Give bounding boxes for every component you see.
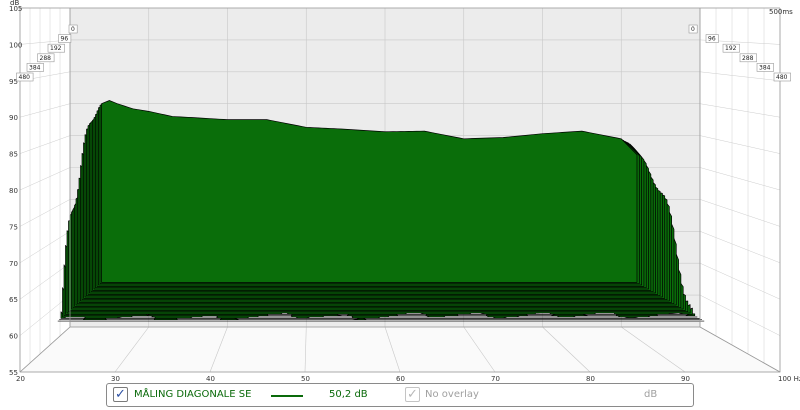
time-label-left-box — [47, 43, 65, 53]
y-tick-label: 105 — [9, 5, 22, 13]
floor-grid-line — [209, 326, 228, 373]
time-label-left-box — [16, 72, 34, 82]
time-label-right: 288 — [742, 55, 754, 62]
time-label-right: 96 — [708, 36, 716, 43]
tick-labels: 20 30 40 50 60 70 80 90 100 Hz 55 60 65 70 75 80 85 90 95… — [9, 0, 800, 382]
y-tick-label: 85 — [9, 151, 18, 159]
y-tick-label: 70 — [9, 260, 18, 268]
x-tick-label: 40 — [206, 375, 215, 382]
y-tick-label: 95 — [9, 78, 18, 86]
series-value: 50,2 dB — [329, 389, 368, 400]
time-label-left-box — [26, 63, 44, 72]
side-grid-line — [699, 103, 781, 118]
legend-bar: ✓ MÅLING DIAGONALE SE 50,2 dB ✓ No overl… — [106, 383, 694, 407]
floor-grid-line — [542, 326, 591, 373]
floor-grid-line — [304, 326, 307, 373]
time-label-left: 480 — [19, 74, 31, 81]
time-label-left-box — [68, 24, 78, 34]
x-tick-label: 100 Hz — [778, 375, 800, 382]
side-grid-line — [699, 231, 781, 264]
y-tick-label: 75 — [9, 223, 18, 231]
y-tick-label: 60 — [9, 333, 18, 341]
side-grid-line — [19, 199, 71, 227]
side-grid-line — [19, 294, 71, 336]
time-label-left: 96 — [61, 36, 69, 43]
overlay-label: No overlay — [425, 389, 479, 400]
check-icon: ✓ — [115, 387, 126, 402]
x-tick-label: 30 — [111, 375, 120, 382]
side-grid-line — [699, 135, 781, 154]
waterfall-chart: 20 30 40 50 60 70 80 90 100 Hz 55 60 65 70 75 80 85 90 95… — [9, 0, 800, 382]
y-unit-label: dB — [10, 0, 19, 7]
side-grid-line — [699, 71, 781, 82]
time-label-right: 384 — [759, 64, 771, 71]
time-label-left-box — [58, 34, 72, 43]
y-tick-label: 65 — [9, 296, 18, 304]
time-label-left-box — [37, 53, 55, 63]
time-label-right-box — [739, 53, 757, 63]
time-unit-label: 500ms — [769, 8, 793, 16]
time-label-right-box — [705, 34, 719, 43]
time-label-right: 480 — [776, 74, 788, 81]
waterfall-slice — [101, 100, 638, 283]
overlay-unit: dB — [644, 389, 658, 400]
chart-axes — [19, 7, 781, 373]
waterfall-slices — [57, 100, 705, 322]
series-color-swatch — [271, 395, 303, 397]
time-label-left: 384 — [29, 64, 41, 71]
x-tick-label: 20 — [16, 375, 25, 382]
y-tick-label: 80 — [9, 187, 18, 195]
time-label-right: 0 — [691, 26, 695, 33]
side-grid-line — [699, 167, 781, 191]
floor-grid-line — [114, 326, 149, 373]
x-tick-label: 50 — [301, 375, 310, 382]
x-tick-label: 90 — [681, 375, 690, 382]
y-tick-label: 55 — [9, 369, 18, 377]
side-grid-line — [19, 262, 71, 300]
y-tick-label: 100 — [9, 41, 22, 49]
time-label-right: 192 — [725, 45, 737, 52]
time-label-right-box — [756, 63, 774, 72]
floor-plane — [19, 326, 782, 373]
time-label-left: 288 — [40, 55, 52, 62]
side-grid-line — [19, 231, 71, 264]
overlay-checkbox[interactable]: ✓ — [405, 387, 420, 402]
y-tick-label: 90 — [9, 114, 18, 122]
axis-edge — [699, 326, 781, 373]
time-label-right-box — [688, 24, 698, 34]
side-grid-line — [19, 167, 71, 191]
x-tick-label: 70 — [491, 375, 500, 382]
floor-grid-line — [621, 326, 686, 373]
floor-grid-line — [384, 326, 401, 373]
side-grid-line — [699, 262, 781, 300]
x-tick-label: 80 — [586, 375, 595, 382]
time-label-right-box — [722, 43, 740, 53]
time-label-left: 192 — [50, 45, 62, 52]
side-grid-line — [699, 294, 781, 336]
time-label-left: 0 — [71, 26, 75, 33]
axis-edge — [19, 326, 71, 373]
check-icon: ✓ — [407, 387, 418, 402]
x-tick-label: 60 — [396, 375, 405, 382]
series-name: MÅLING DIAGONALE SE — [134, 389, 252, 400]
side-grid-line — [19, 103, 71, 118]
side-grid-line — [19, 135, 71, 154]
floor-grid-line — [463, 326, 496, 373]
side-grid-line — [699, 199, 781, 227]
time-label-right-box — [773, 72, 791, 82]
series-checkbox[interactable]: ✓ — [113, 387, 128, 402]
